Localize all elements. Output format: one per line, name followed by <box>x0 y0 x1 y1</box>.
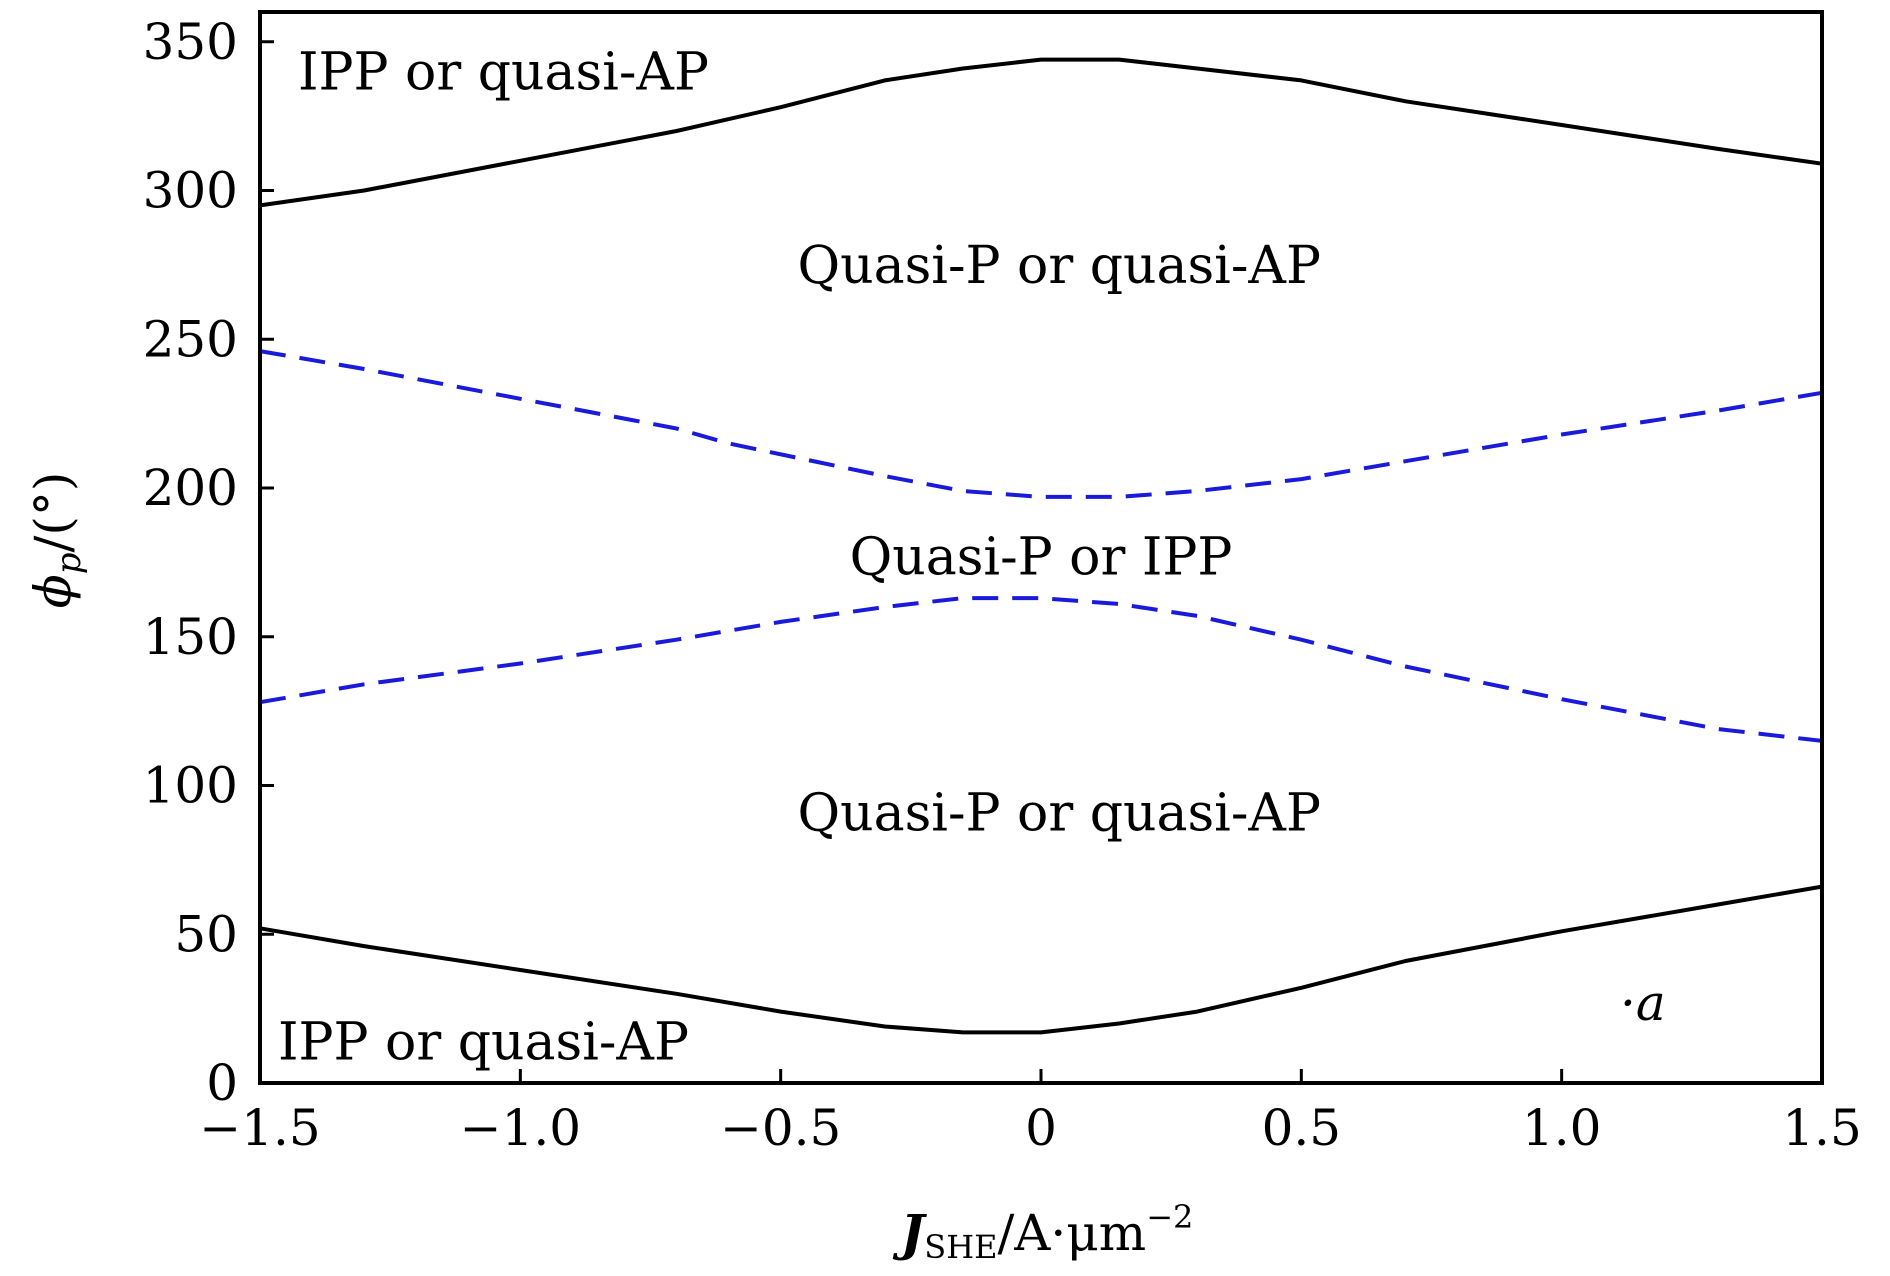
region-label-0: IPP or quasi-AP <box>298 43 709 103</box>
y-axis-title-sub: p <box>49 553 89 575</box>
x-tick-label-6: 1.5 <box>1782 1099 1862 1157</box>
y-axis-title-unit: /(°) <box>24 472 82 553</box>
series-line-upper-dashed-boundary <box>259 349 1823 499</box>
series-line-lower-solid-boundary <box>259 884 1823 1035</box>
series-layer <box>259 57 1823 1035</box>
panel-label: ·a <box>1620 974 1666 1032</box>
x-tick-label-4: 0.5 <box>1262 1099 1342 1157</box>
series-line-lower-dashed-boundary <box>259 596 1823 743</box>
x-axis-title-unit: /A·μm <box>997 1204 1146 1262</box>
y-tick-label-1: 50 <box>174 905 238 963</box>
x-axis-title-sup: −2 <box>1146 1198 1193 1236</box>
series-line-upper-solid-boundary <box>259 57 1823 208</box>
region-label-2: Quasi-P or IPP <box>850 527 1233 587</box>
y-tick-label-3: 150 <box>143 608 238 666</box>
x-tick-label-0: −1.5 <box>199 1099 320 1157</box>
y-tick-label-2: 100 <box>143 757 238 815</box>
y-axis-title: ϕp/(°) <box>24 472 89 609</box>
y-tick-label-7: 350 <box>143 13 238 71</box>
y-tick-label-0: 0 <box>206 1054 238 1112</box>
y-tick-label-5: 250 <box>143 310 238 368</box>
region-label-3: Quasi-P or quasi-AP <box>798 783 1321 843</box>
y-tick-label-6: 300 <box>143 162 238 220</box>
x-axis-title: JSHE/A·μm−2 <box>893 1198 1194 1266</box>
x-tick-label-5: 1.0 <box>1522 1099 1602 1157</box>
x-tick-label-2: −0.5 <box>720 1099 841 1157</box>
annotation-layer: IPP or quasi-AP Quasi-P or quasi-AP Quasi-… <box>278 43 1321 1073</box>
x-axis-title-main: J <box>893 1203 928 1262</box>
region-label-4: IPP or quasi-AP <box>278 1012 689 1072</box>
y-tick-label-4: 200 <box>143 459 238 517</box>
x-tick-label-1: −1.0 <box>460 1099 581 1157</box>
region-label-1: Quasi-P or quasi-AP <box>798 236 1321 296</box>
axis-layer: −1.5 −1.0 −0.5 0 0.5 1.0 1.5 0 50 100 150 200 250 300… <box>143 10 1862 1157</box>
x-axis-title-sub: SHE <box>924 1228 997 1266</box>
x-tick-label-3: 0 <box>1025 1099 1057 1157</box>
y-axis-title-main: ϕ <box>24 574 82 608</box>
